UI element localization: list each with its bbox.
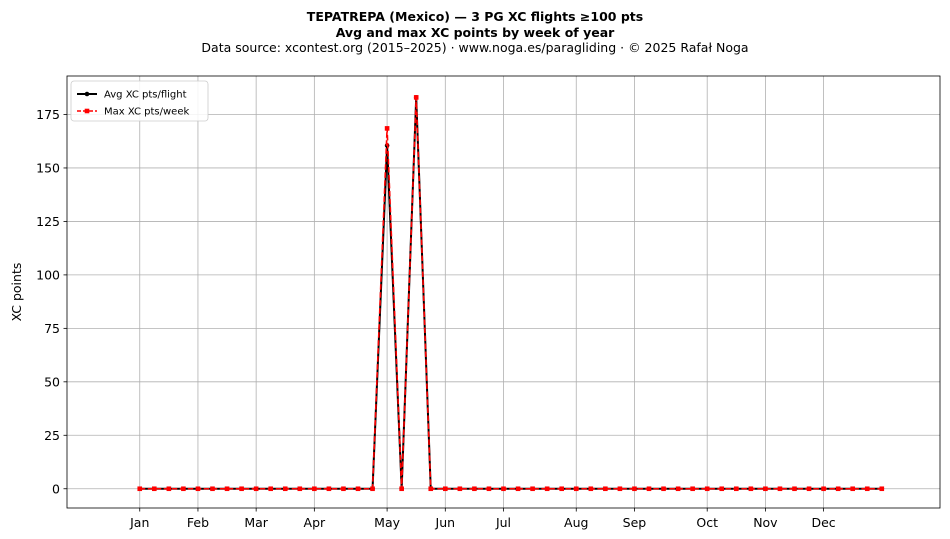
y-tick-label: 125: [36, 214, 60, 229]
chart-subtitle: Avg and max XC points by week of year: [335, 24, 615, 40]
y-tick-label: 0: [52, 481, 60, 496]
max-point: [777, 486, 783, 492]
x-tick-label: Dec: [811, 515, 835, 530]
y-tick-label: 25: [44, 428, 60, 443]
y-tick-label: 150: [36, 160, 60, 175]
x-tick-label: Jun: [435, 515, 456, 530]
max-point: [399, 486, 404, 492]
y-tick-label: 175: [36, 107, 60, 122]
x-tick-label: Aug: [564, 515, 588, 530]
legend-box: [70, 80, 209, 122]
max-point: [864, 486, 870, 492]
max-point: [501, 486, 506, 492]
max-point: [210, 486, 215, 492]
x-tick-label: Feb: [187, 515, 209, 530]
max-point: [312, 486, 317, 492]
y-tick-label: 100: [36, 267, 60, 282]
max-point: [443, 486, 448, 492]
max-point: [835, 486, 841, 492]
max-series-line: [139, 97, 882, 490]
max-point: [806, 486, 812, 492]
max-point: [413, 95, 419, 100]
max-point: [632, 486, 637, 492]
chart-source-note: Data source: xcontest.org (2015–2025) · …: [201, 40, 749, 55]
avg-series-line: [139, 97, 882, 490]
x-tick-label: May: [374, 515, 400, 530]
max-point: [486, 486, 492, 492]
max-point: [239, 486, 244, 492]
legend-avg-label: Avg XC pts/flight: [104, 90, 187, 101]
max-point: [617, 486, 623, 492]
x-tick-label: Mar: [244, 515, 268, 530]
max-point: [457, 486, 463, 492]
chart-title: TEPATREPA (Mexico) — 3 PG XC flights ≥10…: [306, 9, 644, 24]
max-point: [268, 486, 273, 492]
legend-max-label: Max XC pts/week: [104, 107, 189, 118]
max-point: [719, 486, 725, 492]
max-point: [603, 486, 608, 492]
max-point: [792, 486, 797, 492]
max-point: [704, 486, 710, 492]
x-tick-label: Jul: [495, 515, 511, 530]
max-point: [166, 486, 172, 492]
x-tick-label: Oct: [696, 515, 718, 530]
max-point: [355, 486, 361, 492]
max-point: [530, 486, 535, 492]
max-point: [588, 486, 594, 492]
max-point: [224, 486, 230, 492]
max-point: [253, 486, 259, 492]
legend-max-marker: [84, 108, 90, 114]
max-point: [515, 486, 521, 492]
max-point: [370, 486, 375, 492]
y-tick-label: 50: [44, 374, 60, 389]
x-tick-label: Sep: [623, 515, 647, 530]
max-point: [690, 486, 695, 492]
max-point: [282, 486, 288, 492]
max-point: [850, 486, 855, 492]
max-point: [573, 486, 579, 492]
max-point: [675, 486, 681, 492]
max-point: [544, 486, 550, 492]
max-point: [661, 486, 666, 492]
max-point: [152, 486, 157, 492]
max-point: [326, 486, 332, 492]
x-tick-label: Jan: [129, 515, 149, 530]
max-point: [821, 486, 826, 492]
y-tick-label: 75: [44, 321, 60, 336]
x-tick-label: Nov: [753, 515, 778, 530]
max-point: [879, 486, 885, 492]
legend-avg-marker: [84, 91, 90, 97]
max-point: [297, 486, 303, 492]
max-point: [748, 486, 754, 492]
y-axis-label: XC points: [9, 263, 24, 322]
max-point: [181, 486, 186, 492]
max-point: [137, 486, 143, 492]
x-tick-label: Apr: [304, 515, 326, 530]
max-point: [341, 486, 346, 492]
chart-title-block: TEPATREPA (Mexico) — 3 PG XC flights ≥10…: [0, 9, 950, 56]
max-point: [195, 486, 201, 492]
max-point: [559, 486, 564, 492]
max-point: [734, 486, 739, 492]
max-point: [646, 486, 652, 492]
max-point: [384, 126, 390, 131]
max-point: [472, 486, 477, 492]
max-point: [763, 486, 768, 492]
max-point: [428, 486, 434, 492]
